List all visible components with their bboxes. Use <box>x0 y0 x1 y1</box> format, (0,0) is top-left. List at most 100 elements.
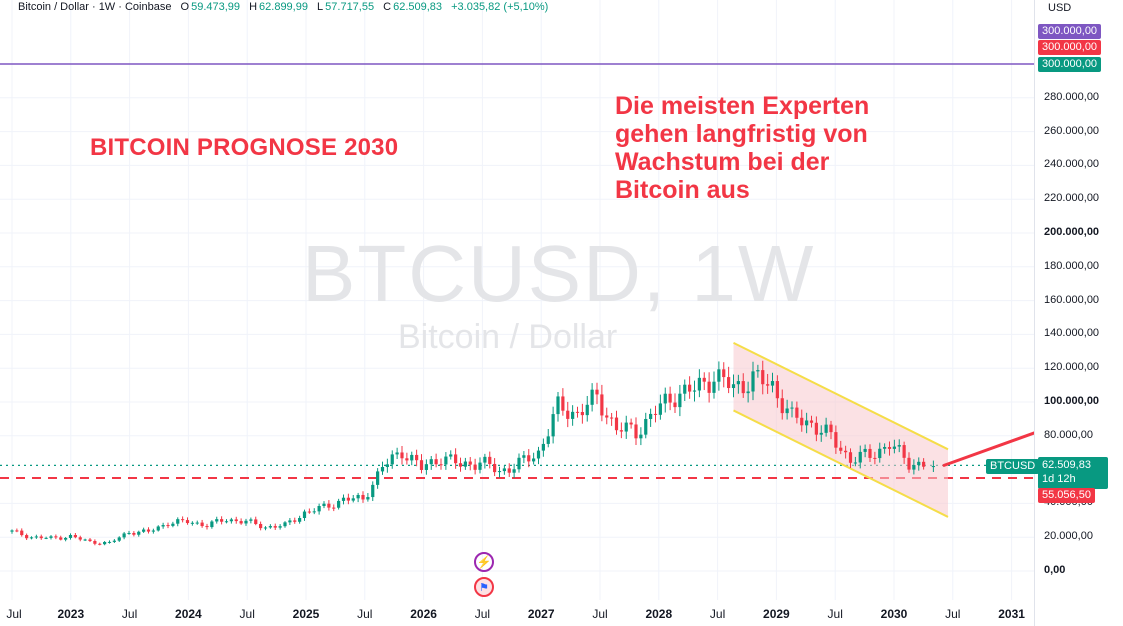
candle-body <box>766 384 770 386</box>
candle-body <box>205 526 209 528</box>
candle-body <box>551 414 555 437</box>
text-annotation[interactable]: Die meisten Experten gehen langfristig v… <box>615 92 925 204</box>
candle-body <box>29 537 34 539</box>
candle-body <box>575 411 580 413</box>
x-tick-label: 2029 <box>763 607 790 621</box>
candle-body <box>493 463 497 473</box>
candle-body <box>278 526 282 528</box>
candle-body <box>190 522 194 524</box>
candle-body <box>853 462 857 464</box>
channel-fill <box>733 342 948 517</box>
currency-label[interactable]: USD <box>1048 2 1072 14</box>
candle-body <box>380 467 385 472</box>
candle-body <box>341 497 346 501</box>
candle-body <box>761 370 765 385</box>
candle-body <box>166 525 170 527</box>
legend-open-value: 59.473,99 <box>191 1 241 13</box>
candle-body <box>337 500 341 508</box>
candle-body <box>912 465 916 470</box>
candle-body <box>634 424 638 439</box>
symbol-tag: BTCUSD <box>986 459 1040 474</box>
candle-body <box>288 520 292 523</box>
x-tick-label: 2027 <box>527 607 555 621</box>
candle-body <box>692 390 697 392</box>
candle-body <box>103 541 107 545</box>
candle-body <box>819 432 823 435</box>
candle-body <box>917 461 921 466</box>
candle-body <box>775 381 779 399</box>
candle-body <box>658 403 662 415</box>
candle-body <box>488 456 492 464</box>
candle-body <box>98 543 102 545</box>
candle-body <box>892 446 896 449</box>
x-tick-label: Jul <box>357 607 373 621</box>
chart-legend: Bitcoin / Dollar · 1W · Coinbase O 59.473… <box>18 0 548 14</box>
candle-body <box>600 394 604 416</box>
candle-body <box>663 393 667 404</box>
legend-close-label: C <box>383 1 392 13</box>
x-tick-label: Jul <box>239 607 255 621</box>
candle-body <box>887 447 892 449</box>
candle-body <box>93 541 97 544</box>
us-flag-event-icon[interactable]: ⚑ <box>474 577 494 597</box>
candle-body <box>244 520 248 524</box>
candle-body <box>283 522 287 527</box>
candle-body <box>83 539 87 541</box>
candle-body <box>410 454 414 461</box>
candle-body <box>390 454 394 465</box>
candle-body <box>112 540 116 542</box>
y-tick-label: 80.000,00 <box>1044 428 1093 441</box>
candle-body <box>478 462 482 470</box>
lightning-event-icon[interactable]: ⚡ <box>474 552 494 572</box>
candle-body <box>88 539 92 542</box>
legend-title: Bitcoin / Dollar · 1W · Coinbase <box>18 1 172 13</box>
candle-body <box>931 466 935 468</box>
candle-body <box>195 522 199 524</box>
x-tick-label: 2026 <box>410 607 437 621</box>
candle-body <box>322 503 326 506</box>
candle-body <box>527 455 531 462</box>
bar-countdown: 1d 12h <box>1042 473 1076 485</box>
candle-body <box>727 377 731 389</box>
y-tick-label: 240.000,00 <box>1044 158 1100 171</box>
candle-body <box>385 464 389 468</box>
candle-body <box>161 525 165 527</box>
candle-body <box>307 511 311 513</box>
annotation-line: gehen langfristig von <box>615 120 868 148</box>
candle-body <box>868 448 872 458</box>
candle-body <box>736 381 740 385</box>
candle-body <box>39 536 43 539</box>
candle-body <box>683 384 687 394</box>
candle-body <box>239 521 243 524</box>
candle-body <box>263 527 268 529</box>
candle-body <box>249 519 253 521</box>
price-axis[interactable] <box>1034 0 1123 626</box>
candle-body <box>259 523 263 529</box>
x-tick-label: 2024 <box>175 607 202 621</box>
y-tick-label: 180.000,00 <box>1044 259 1100 272</box>
candle-body <box>839 447 843 451</box>
y-tick-label: 200.000,00 <box>1044 226 1100 238</box>
stop-level-tag: 55.056,50 <box>1038 488 1095 503</box>
legend-close-value: 62.509,83 <box>393 1 443 13</box>
candle-body <box>210 521 214 528</box>
candle-body <box>439 464 443 466</box>
x-tick-label: 2023 <box>57 607 85 621</box>
watermark-symbol: BTCUSD, 1W <box>302 229 816 318</box>
candle-body <box>458 463 463 467</box>
candle-body <box>770 381 775 386</box>
candle-body <box>644 418 648 435</box>
candle-body <box>922 461 926 467</box>
candle-body <box>302 511 307 519</box>
candle-body <box>561 396 565 411</box>
candle-body <box>556 396 560 415</box>
candle-body <box>224 521 229 523</box>
candle-body <box>688 384 692 392</box>
candle-body <box>805 420 809 426</box>
candle-body <box>717 369 721 382</box>
chart-headline[interactable]: BITCOIN PROGNOSE 2030 <box>90 134 399 161</box>
candle-body <box>468 461 472 465</box>
candle-body <box>449 454 453 457</box>
candle-body <box>595 389 599 395</box>
